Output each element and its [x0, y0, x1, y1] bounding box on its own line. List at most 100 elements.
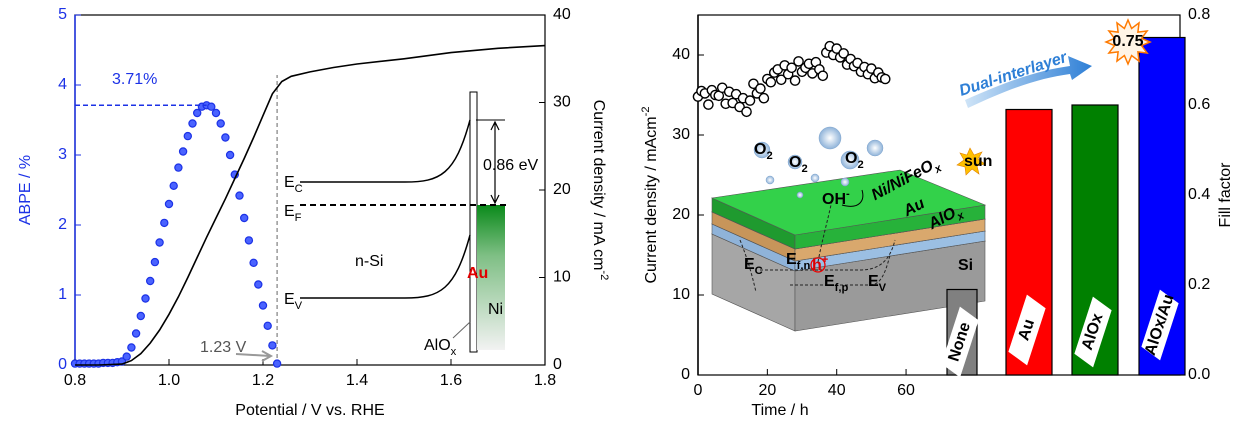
- x-tick-label: 1.2: [252, 372, 274, 389]
- y2-tick-label: 0.2: [1188, 276, 1210, 293]
- y2-tick-label: 0.6: [1188, 96, 1210, 113]
- data-point: [758, 92, 770, 104]
- y-axis-title-part: Current density / mAcm: [643, 116, 660, 283]
- band-label: EF: [284, 203, 302, 224]
- metal-stack: [469, 91, 478, 353]
- data-point: [239, 213, 249, 223]
- y2-axis-title: Current density / mA cm-2: [590, 100, 610, 281]
- y-axis-title: Current density / mAcm-2: [640, 106, 660, 283]
- data-point: [145, 276, 155, 286]
- illustration-label-part: C: [755, 265, 763, 277]
- y-tick-label: 5: [58, 6, 67, 23]
- y2-axis-title-part: Current density / mA cm: [590, 100, 607, 271]
- illustration-label-part: 2: [857, 159, 863, 171]
- x-tick-label: 60: [897, 382, 915, 399]
- illustration-label-part: f,n: [797, 260, 811, 272]
- bar-label-group: Au: [1008, 294, 1046, 366]
- band-label-part: V: [295, 300, 303, 312]
- band-label-part: E: [284, 203, 295, 220]
- illustration-label-part: h: [812, 257, 822, 274]
- bubble: [753, 141, 771, 159]
- bar-label-box: [941, 306, 979, 378]
- data-point: [174, 163, 183, 172]
- data-point: [263, 321, 272, 330]
- data-point: [268, 341, 277, 350]
- x-tick-label: 20: [758, 382, 776, 399]
- hole: [810, 257, 826, 273]
- x-tick-label: 0: [694, 382, 703, 399]
- bar-label-box: [1141, 289, 1179, 361]
- illustration-label-part: E: [824, 273, 835, 290]
- data-point: [192, 108, 202, 118]
- x-tick-label: 1.8: [534, 372, 556, 389]
- illustration-label: Ef,p: [824, 273, 849, 294]
- illustration-label-part: 2: [801, 163, 807, 175]
- y2-tick-label: 0: [553, 356, 562, 373]
- carrier-path: [817, 199, 833, 263]
- y-axis-title-part: -2: [640, 106, 652, 116]
- band-label: EC: [284, 174, 303, 195]
- oxide-label-part: AlO: [424, 337, 451, 354]
- illustration-label-part: Si: [958, 257, 973, 274]
- illustration-label: O2: [845, 150, 864, 171]
- x-axis-title: Time / h: [751, 402, 808, 419]
- data-point: [793, 56, 804, 67]
- data-point: [817, 70, 829, 82]
- band-label-part: C: [295, 183, 303, 195]
- data-point: [272, 359, 282, 368]
- data-point: [258, 301, 268, 310]
- oxide-label-part: x: [451, 346, 457, 358]
- y-tick-label: 4: [58, 76, 67, 93]
- illustration-label-part: O: [845, 150, 857, 167]
- metal-label: Ni: [488, 301, 503, 318]
- band-ev: [300, 234, 471, 299]
- bar-label-box: [1008, 294, 1046, 366]
- illustration-label: O2: [789, 154, 808, 175]
- illustration-label-part: E: [786, 251, 797, 268]
- band-label-part: E: [284, 174, 295, 191]
- oxide-label: AlOx: [424, 337, 457, 358]
- illustration-label-part: 2: [766, 150, 772, 162]
- data-point: [775, 74, 787, 86]
- y-tick-label: 1: [58, 286, 67, 303]
- metal-label: Au: [467, 265, 488, 282]
- data-point: [225, 150, 235, 160]
- data-point: [235, 191, 244, 200]
- illustration-label-part: OH: [822, 191, 846, 208]
- data-point: [879, 73, 891, 85]
- data-point: [188, 119, 197, 128]
- data-point: [221, 133, 230, 142]
- data-point: [249, 258, 258, 267]
- x-tick-label: 1.4: [346, 372, 368, 389]
- data-point: [122, 352, 131, 361]
- bubble: [840, 177, 850, 187]
- y-tick-label: 10: [672, 286, 690, 303]
- y2-tick-label: 0.8: [1188, 6, 1210, 23]
- illustration-label: EV: [868, 273, 887, 294]
- y2-tick-label: 20: [553, 181, 571, 198]
- bar-category-label: Au: [1015, 317, 1038, 343]
- y-tick-label: 0: [58, 356, 67, 373]
- data-point: [183, 131, 192, 141]
- illustration-label-part: O: [754, 141, 766, 158]
- y-tick-label: 2: [58, 216, 67, 233]
- x-tick-label: 1.6: [440, 372, 462, 389]
- slab-top: [710, 169, 987, 236]
- y2-tick-label: 40: [553, 6, 571, 23]
- x-tick-label: 40: [828, 382, 846, 399]
- x-tick-label: 0.8: [64, 372, 86, 389]
- data-point: [703, 99, 714, 110]
- data-point: [838, 48, 849, 59]
- data-point: [744, 95, 756, 106]
- y-tick-label: 3: [58, 146, 67, 163]
- data-point: [254, 280, 263, 289]
- x-tick-label: 1.0: [158, 372, 180, 389]
- illustration-label-part: sun: [964, 153, 992, 170]
- illustration-label-part: x: [932, 162, 945, 176]
- illustration-label: h+: [812, 254, 829, 274]
- band-label-part: F: [295, 212, 302, 224]
- data-point: [164, 199, 174, 209]
- data-point: [127, 343, 136, 352]
- bubble: [765, 175, 775, 185]
